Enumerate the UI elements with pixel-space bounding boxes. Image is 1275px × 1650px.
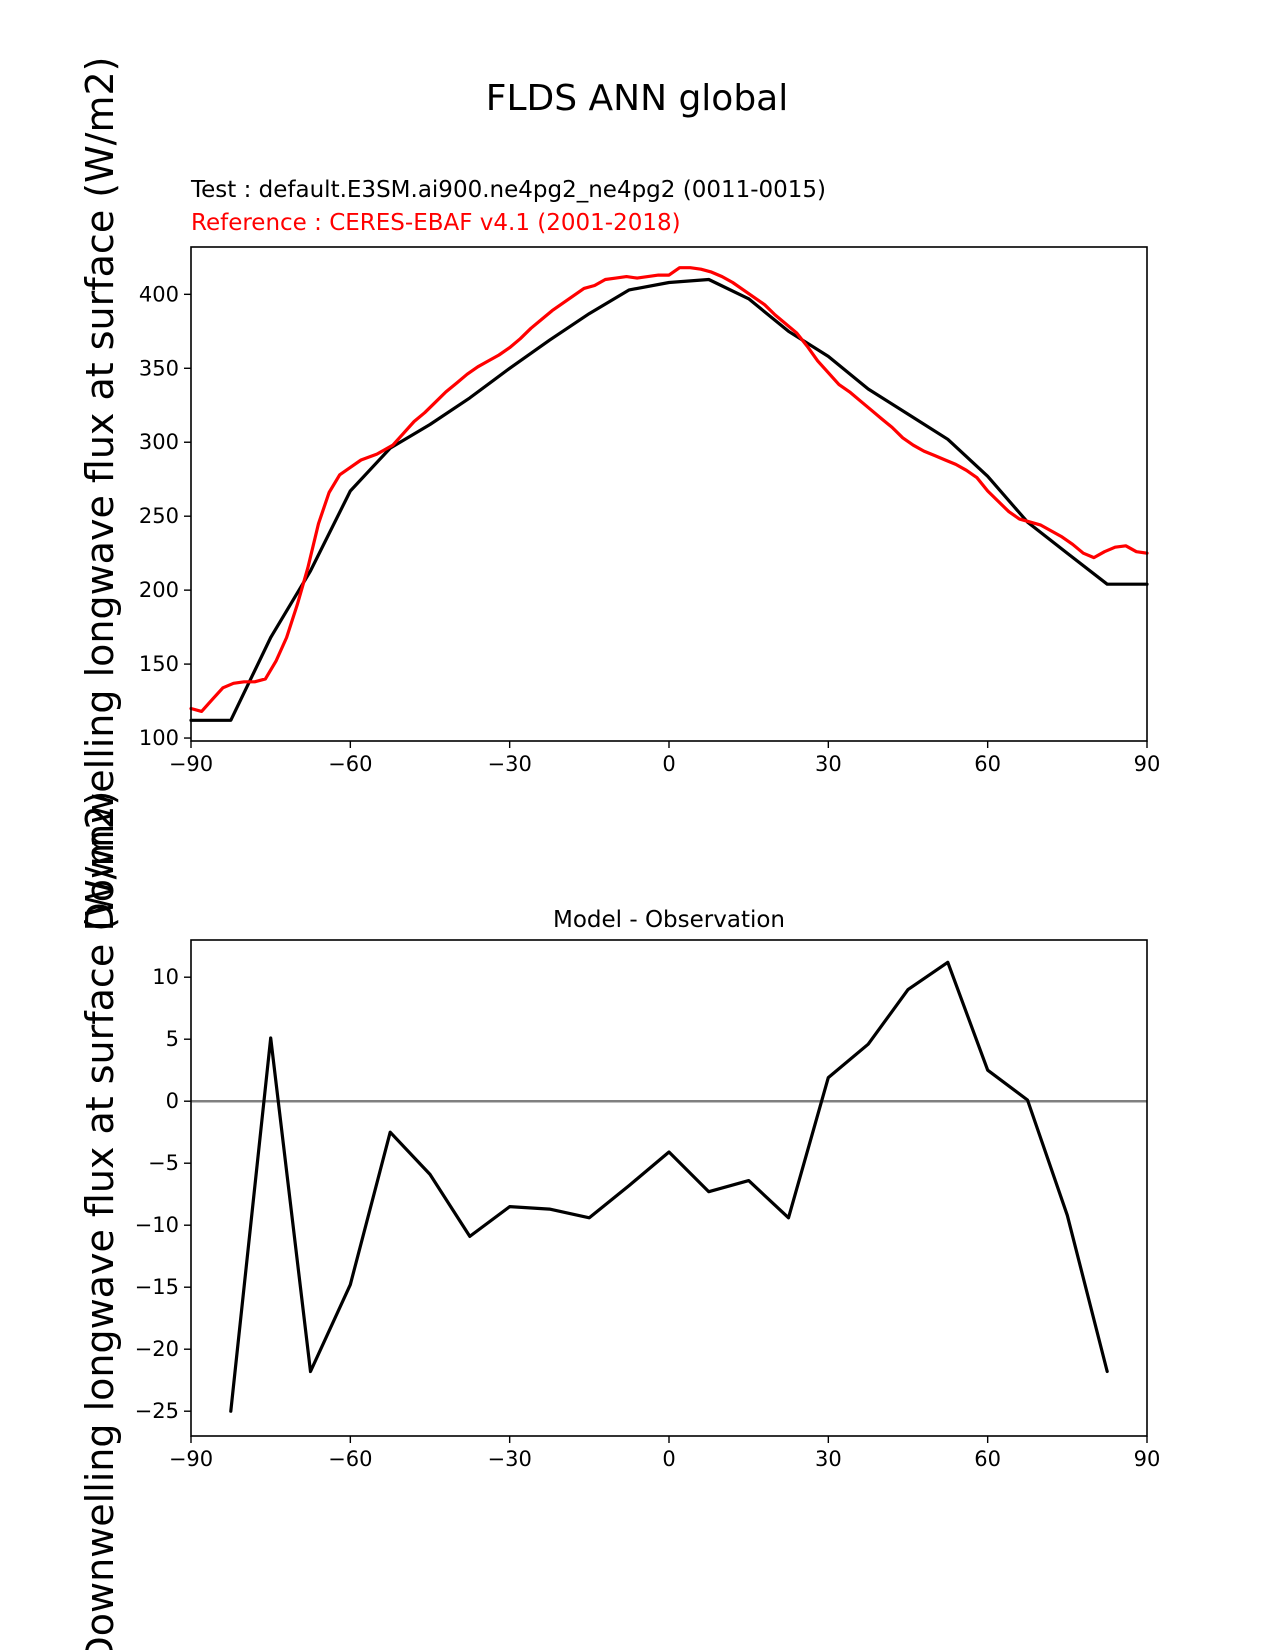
bottom-plot-area: −90 −60 −30 0 30 60 90 −25 −20 −15 −10 −5 0 5 10: [135, 939, 1161, 1471]
x-tick-label: −90: [169, 752, 213, 776]
top-panel: Test : default.E3SM.ai900.ne4pg2_ne4pg2 …: [139, 177, 1160, 776]
x-tick-label: 0: [662, 752, 675, 776]
y-tick-label: −5: [148, 1151, 179, 1175]
y-tick-label: 0: [166, 1089, 179, 1113]
x-tick-label: −30: [488, 752, 532, 776]
y-tick-label: −25: [135, 1399, 179, 1423]
y-tick-label: −10: [135, 1213, 179, 1237]
x-tick-label: 90: [1134, 1447, 1161, 1471]
test-label: Test : default.E3SM.ai900.ne4pg2_ne4pg2 …: [190, 177, 826, 203]
y-tick-label: 200: [139, 578, 179, 602]
y-tick-label: 150: [139, 652, 179, 676]
difference-title: Model - Observation: [553, 907, 785, 933]
y-tick-label: 350: [139, 356, 179, 380]
series-line-0: [189, 277, 1149, 722]
figure-title: FLDS ANN global: [486, 78, 789, 119]
x-tick-label: 60: [974, 752, 1001, 776]
bottom-panel: Model - Observation −90 −60 −30 0 30 60 90−25−…: [135, 907, 1161, 1471]
y-tick-label: 10: [152, 965, 179, 989]
top-plot-area: −90 −60 −30 0 30 60 90 100 150 200 250 300 350 400: [139, 246, 1161, 776]
x-tick-label: 30: [815, 1447, 842, 1471]
x-tick-label: 90: [1134, 752, 1161, 776]
y-tick-label: 5: [166, 1027, 179, 1051]
x-tick-label: −30: [488, 1447, 532, 1471]
top-y-axis-label: Downwelling longwave flux at surface (W/…: [78, 56, 122, 931]
y-tick-label: 300: [139, 430, 179, 454]
x-tick-label: −60: [328, 1447, 372, 1471]
x-tick-label: 0: [662, 1447, 675, 1471]
y-tick-label: 100: [139, 726, 179, 750]
x-tick-label: 60: [974, 1447, 1001, 1471]
x-tick-label: −60: [328, 752, 372, 776]
y-tick-label: 400: [139, 282, 179, 306]
y-tick-label: 250: [139, 504, 179, 528]
x-tick-label: −90: [169, 1447, 213, 1471]
y-tick-label: −15: [135, 1275, 179, 1299]
y-tick-label: −20: [135, 1337, 179, 1361]
bottom-y-axis-label: Downwelling longwave flux at surface (W/…: [78, 790, 122, 1650]
series-line-0: [229, 960, 1109, 1413]
x-tick-label: 30: [815, 752, 842, 776]
series-line-1: [189, 266, 1149, 714]
reference-label: Reference : CERES-EBAF v4.1 (2001-2018): [191, 210, 681, 236]
